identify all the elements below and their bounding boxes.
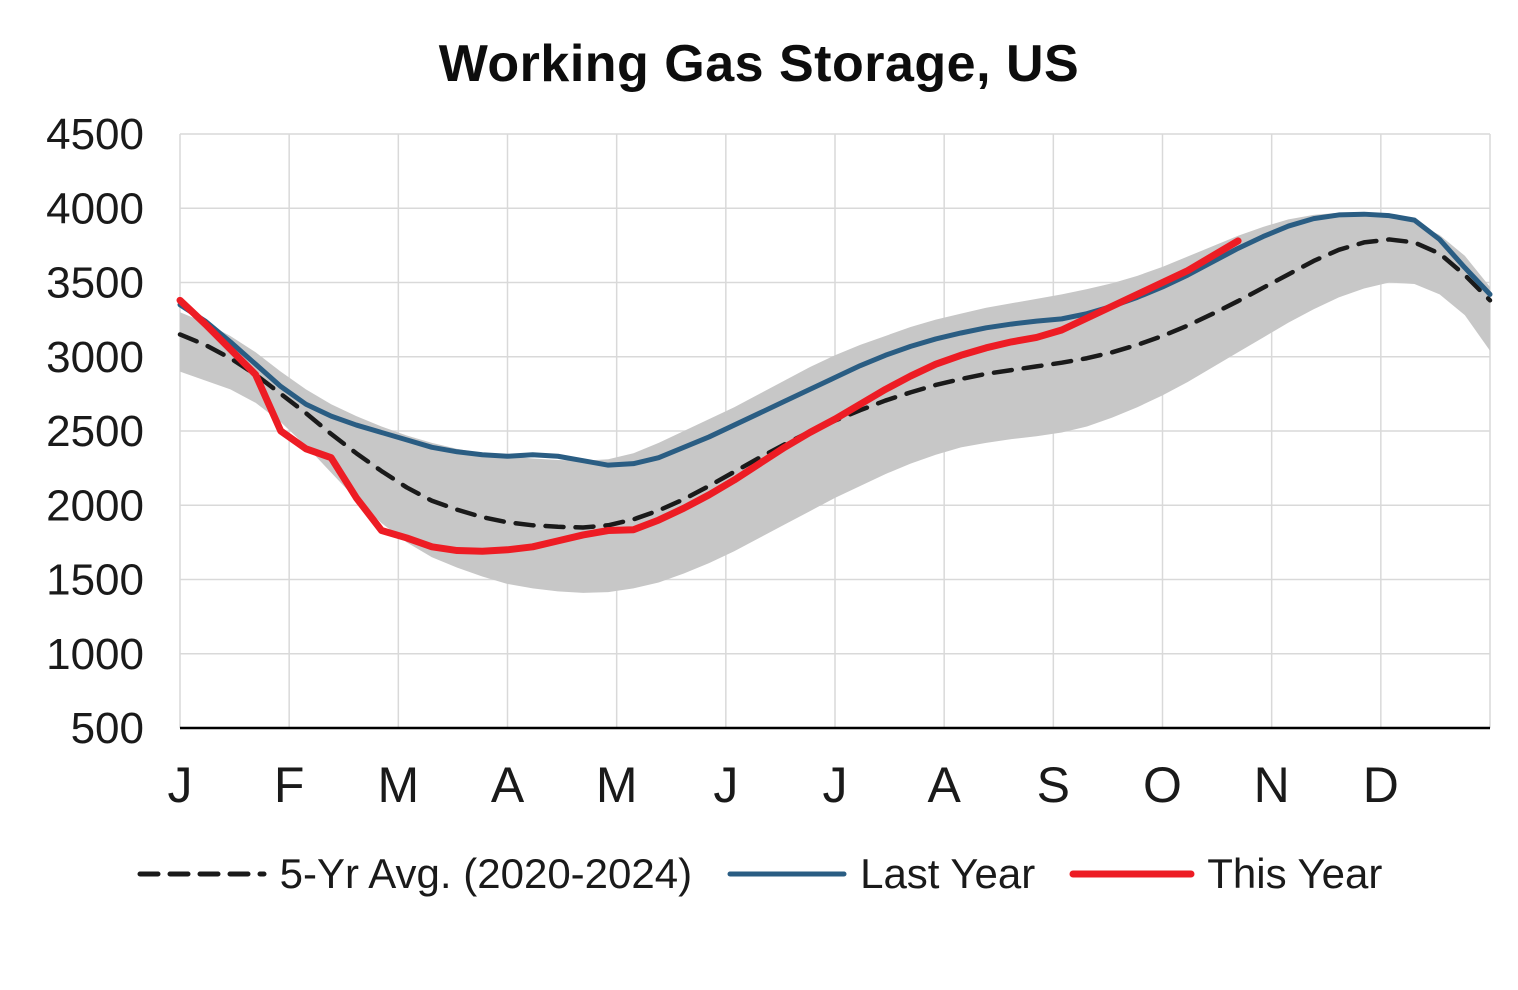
legend-label-5yr-avg: 5-Yr Avg. (2020-2024) bbox=[279, 850, 693, 897]
svg-text:M: M bbox=[596, 757, 638, 813]
svg-text:2000: 2000 bbox=[46, 481, 144, 530]
svg-text:2500: 2500 bbox=[46, 407, 144, 456]
svg-text:4500: 4500 bbox=[46, 110, 144, 159]
svg-text:1000: 1000 bbox=[46, 630, 144, 679]
svg-text:4000: 4000 bbox=[46, 184, 144, 233]
legend-label-this-year: This Year bbox=[1207, 850, 1383, 897]
svg-text:S: S bbox=[1037, 757, 1070, 813]
svg-text:F: F bbox=[274, 757, 305, 813]
5yr-avg-line-sample bbox=[137, 871, 267, 877]
svg-text:A: A bbox=[927, 757, 961, 813]
svg-text:500: 500 bbox=[71, 704, 144, 753]
legend-item-this-year: This Year bbox=[1069, 850, 1382, 898]
svg-text:3000: 3000 bbox=[46, 333, 144, 382]
chart-legend: 5-Yr Avg. (2020-2024) Last Year This Yea… bbox=[0, 850, 1518, 898]
chart-plot-area: 500 1000 1500 2000 2500 3000 3500 4000 4500 J F M A M… bbox=[46, 110, 1493, 813]
svg-text:N: N bbox=[1254, 757, 1290, 813]
svg-text:J: J bbox=[823, 757, 848, 813]
chart-title: Working Gas Storage, US bbox=[438, 35, 1080, 93]
svg-text:D: D bbox=[1363, 757, 1399, 813]
legend-item-5yr-avg: 5-Yr Avg. (2020-2024) bbox=[136, 850, 692, 898]
legend-item-last-year: Last Year bbox=[726, 850, 1035, 898]
svg-text:J: J bbox=[713, 757, 738, 813]
svg-text:3500: 3500 bbox=[46, 259, 144, 308]
svg-text:M: M bbox=[378, 757, 420, 813]
this-year-line-sample bbox=[1069, 870, 1195, 878]
svg-text:A: A bbox=[491, 757, 525, 813]
svg-text:O: O bbox=[1143, 757, 1182, 813]
last-year-line-sample bbox=[727, 871, 847, 877]
svg-text:1500: 1500 bbox=[46, 556, 144, 605]
svg-text:J: J bbox=[168, 757, 193, 813]
legend-label-last-year: Last Year bbox=[860, 850, 1036, 897]
